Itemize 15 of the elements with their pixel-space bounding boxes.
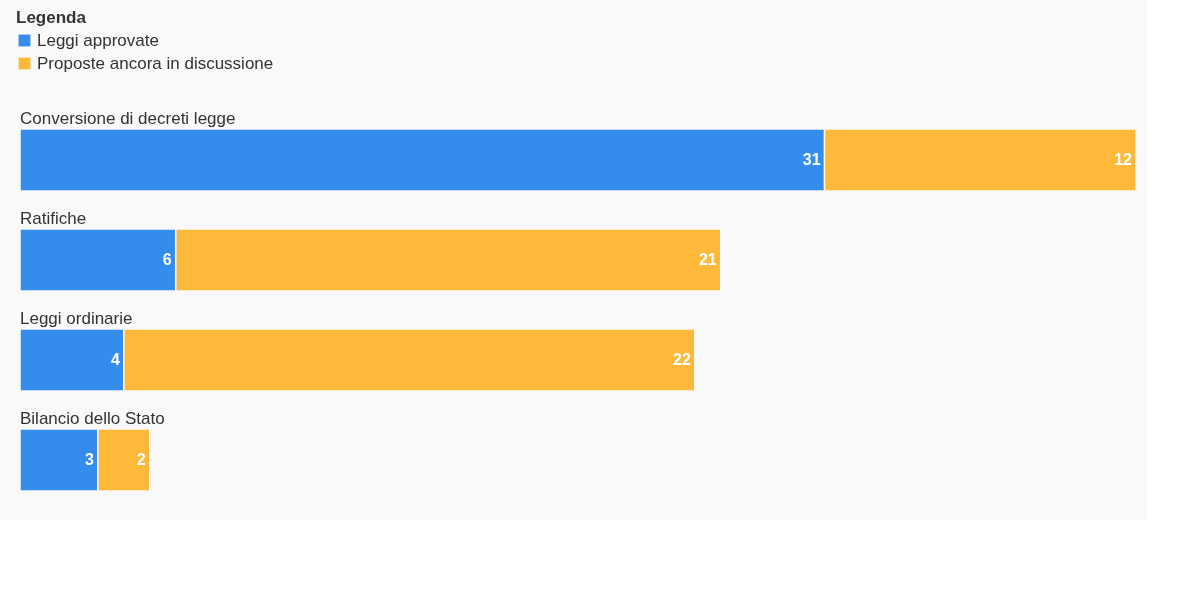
y-tick-label: Leggi ordinarie (20, 309, 133, 328)
data-label: 3 (84, 451, 94, 468)
data-label: 12 (1114, 151, 1133, 168)
y-tick-label: Bilancio dello Stato (20, 409, 165, 428)
data-label: 22 (672, 351, 691, 368)
y-tick-label: Ratifiche (20, 209, 87, 228)
legend-label: Leggi approvate (37, 30, 159, 50)
data-label: 4 (110, 351, 120, 368)
legend-title: Legenda (16, 8, 87, 27)
legend-label: Proposte ancora in discussione (37, 53, 274, 73)
data-label: 21 (698, 251, 717, 268)
data-label: 31 (802, 151, 821, 168)
y-tick-label: Conversione di decreti legge (20, 109, 236, 128)
data-label: 2 (136, 451, 146, 468)
data-label: 6 (162, 251, 172, 268)
